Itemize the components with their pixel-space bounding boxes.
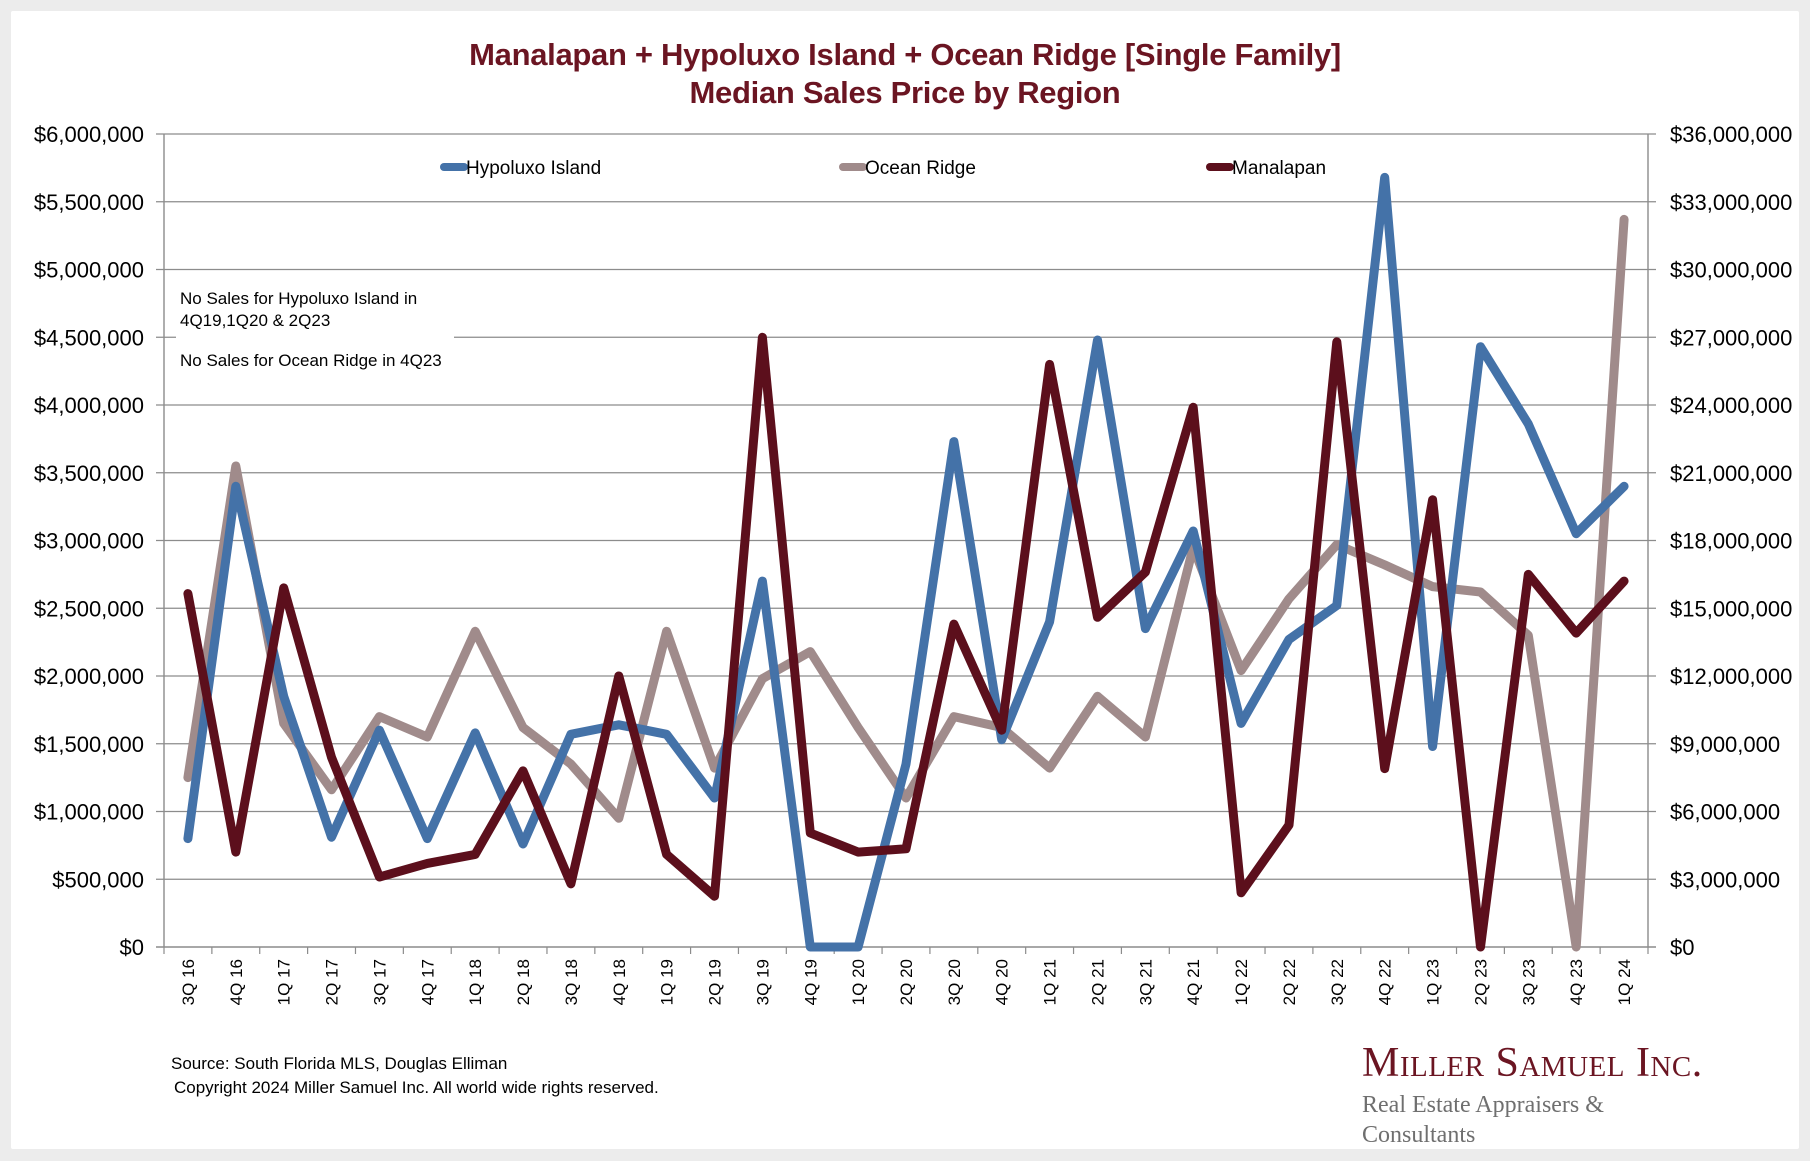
no-sales-note: No Sales for Hypoluxo Island in 4Q19,1Q2… bbox=[176, 286, 454, 378]
gridlines bbox=[156, 133, 1656, 880]
right-axis-tick-label: $12,000,000 bbox=[1670, 664, 1792, 689]
series-lines bbox=[183, 172, 1629, 952]
legend-label: Manalapan bbox=[1232, 158, 1326, 179]
left-axis-tick-label: $2,000,000 bbox=[34, 664, 144, 689]
x-axis-tick-label: 4Q 23 bbox=[1567, 959, 1586, 1005]
x-axis-tick-label: 3Q 20 bbox=[945, 959, 964, 1005]
left-axis-tick-label: $1,500,000 bbox=[34, 732, 144, 757]
chart-panel bbox=[11, 11, 1799, 1149]
left-axis-tick-label: $5,500,000 bbox=[34, 190, 144, 215]
note-hypoluxo: No Sales for Hypoluxo Island in 4Q19,1Q2… bbox=[180, 289, 418, 330]
left-axis-tick-labels: $0 $500,000 $1,000,000 $1,500,000 $2,000,000… bbox=[34, 122, 144, 960]
right-axis-tick-labels: $0 $3,000,000 $6,000,000 $9,000,000 $12,000,… bbox=[1670, 122, 1792, 960]
x-axis-tick-label: 1Q 17 bbox=[275, 959, 294, 1005]
x-axis-tick-label: 4Q 18 bbox=[610, 959, 629, 1005]
x-axis-tick-label: 4Q 16 bbox=[227, 959, 246, 1005]
left-axis-tick-label: $0 bbox=[120, 935, 144, 960]
left-axis-tick-label: $1,000,000 bbox=[34, 800, 144, 825]
left-axis-tick-label: $6,000,000 bbox=[34, 122, 144, 147]
x-axis-tick-label: 3Q 16 bbox=[179, 959, 198, 1005]
x-axis-tick-label: 3Q 22 bbox=[1328, 959, 1347, 1005]
left-axis-tick-label: $4,500,000 bbox=[34, 325, 144, 350]
left-axis-tick-label: $3,500,000 bbox=[34, 461, 144, 486]
x-axis-tick-label: 2Q 19 bbox=[706, 959, 725, 1005]
right-axis-tick-label: $0 bbox=[1670, 935, 1694, 960]
legend-label: Hypoluxo Island bbox=[466, 158, 601, 179]
right-axis-tick-label: $15,000,000 bbox=[1670, 596, 1792, 621]
x-axis-tick-label: 1Q 19 bbox=[658, 959, 677, 1005]
note-ocean-ridge: No Sales for Ocean Ridge in 4Q23 bbox=[180, 351, 442, 370]
x-axis-tick-label: 2Q 18 bbox=[514, 959, 533, 1005]
right-axis-tick-label: $3,000,000 bbox=[1670, 867, 1780, 892]
left-axis-tick-label: $3,000,000 bbox=[34, 529, 144, 554]
x-axis-tick-label: 4Q 21 bbox=[1184, 959, 1203, 1005]
x-axis-tick-label: 2Q 21 bbox=[1088, 959, 1107, 1005]
logo-tagline: Real Estate Appraisers & Consultants bbox=[1362, 1092, 1604, 1148]
x-axis-tick-label: 1Q 23 bbox=[1424, 959, 1443, 1005]
right-axis-tick-label: $6,000,000 bbox=[1670, 800, 1780, 825]
left-axis-tick-label: $2,500,000 bbox=[34, 596, 144, 621]
left-axis-tick-label: $5,000,000 bbox=[34, 258, 144, 283]
source-text: Source: South Florida MLS, Douglas Ellim… bbox=[171, 1054, 508, 1073]
x-axis-tick-label: 4Q 17 bbox=[418, 959, 437, 1005]
right-axis-tick-label: $30,000,000 bbox=[1670, 258, 1792, 283]
right-axis-tick-label: $9,000,000 bbox=[1670, 732, 1780, 757]
x-axis-tick-label: 3Q 23 bbox=[1519, 959, 1538, 1005]
chart-title-line2: Median Sales Price by Region bbox=[689, 75, 1121, 110]
legend-label: Ocean Ridge bbox=[865, 158, 976, 179]
x-axis-tick-label: 3Q 18 bbox=[562, 959, 581, 1005]
chart-title-line1: Manalapan + Hypoluxo Island + Ocean Ridg… bbox=[469, 37, 1341, 72]
right-axis-tick-label: $36,000,000 bbox=[1670, 122, 1792, 147]
right-axis-tick-label: $24,000,000 bbox=[1670, 393, 1792, 418]
x-axis-tick-labels: 3Q 16 4Q 16 1Q 17 2Q 17 3Q 17 4Q 17 1Q 18 2Q 18… bbox=[179, 959, 1634, 1005]
x-axis-tick-label: 1Q 18 bbox=[466, 959, 485, 1005]
right-axis-tick-label: $33,000,000 bbox=[1670, 190, 1792, 215]
legend: Hypoluxo Island Ocean Ridge Manalapan bbox=[440, 158, 1326, 179]
x-axis-tick-label: 1Q 22 bbox=[1232, 959, 1251, 1005]
x-axis-tick-label: 3Q 21 bbox=[1136, 959, 1155, 1005]
x-axis-tick-label: 2Q 23 bbox=[1471, 959, 1490, 1005]
right-axis-tick-label: $27,000,000 bbox=[1670, 325, 1792, 350]
x-axis-tick-label: 2Q 20 bbox=[897, 959, 916, 1005]
logo-name: Miller Samuel Inc. bbox=[1362, 1040, 1703, 1086]
x-axis-tick-label: 1Q 20 bbox=[849, 959, 868, 1005]
x-axis-tick-label: 1Q 21 bbox=[1041, 959, 1060, 1005]
x-axis-tick-label: 4Q 22 bbox=[1376, 959, 1395, 1005]
x-axis-tick-label: 3Q 19 bbox=[753, 959, 772, 1005]
copyright-text: Copyright 2024 Miller Samuel Inc. All wo… bbox=[174, 1078, 659, 1097]
right-axis-tick-label: $18,000,000 bbox=[1670, 529, 1792, 554]
chart-title: Manalapan + Hypoluxo Island + Ocean Ridg… bbox=[0, 36, 1810, 112]
x-axis-tick-label: 4Q 20 bbox=[993, 959, 1012, 1005]
x-axis-tick-label: 4Q 19 bbox=[801, 959, 820, 1005]
company-logo: Miller Samuel Inc. Real Estate Appraiser… bbox=[1362, 1040, 1722, 1150]
left-axis-tick-label: $500,000 bbox=[52, 867, 144, 892]
axes bbox=[156, 134, 1656, 954]
left-axis-tick-label: $4,000,000 bbox=[34, 393, 144, 418]
x-axis-tick-label: 2Q 17 bbox=[323, 959, 342, 1005]
x-axis-tick-label: 1Q 24 bbox=[1615, 959, 1634, 1005]
x-axis-tick-label: 3Q 17 bbox=[370, 959, 389, 1005]
right-axis-tick-label: $21,000,000 bbox=[1670, 461, 1792, 486]
footer: Source: South Florida MLS, Douglas Ellim… bbox=[171, 1052, 659, 1100]
x-axis-tick-label: 2Q 22 bbox=[1280, 959, 1299, 1005]
